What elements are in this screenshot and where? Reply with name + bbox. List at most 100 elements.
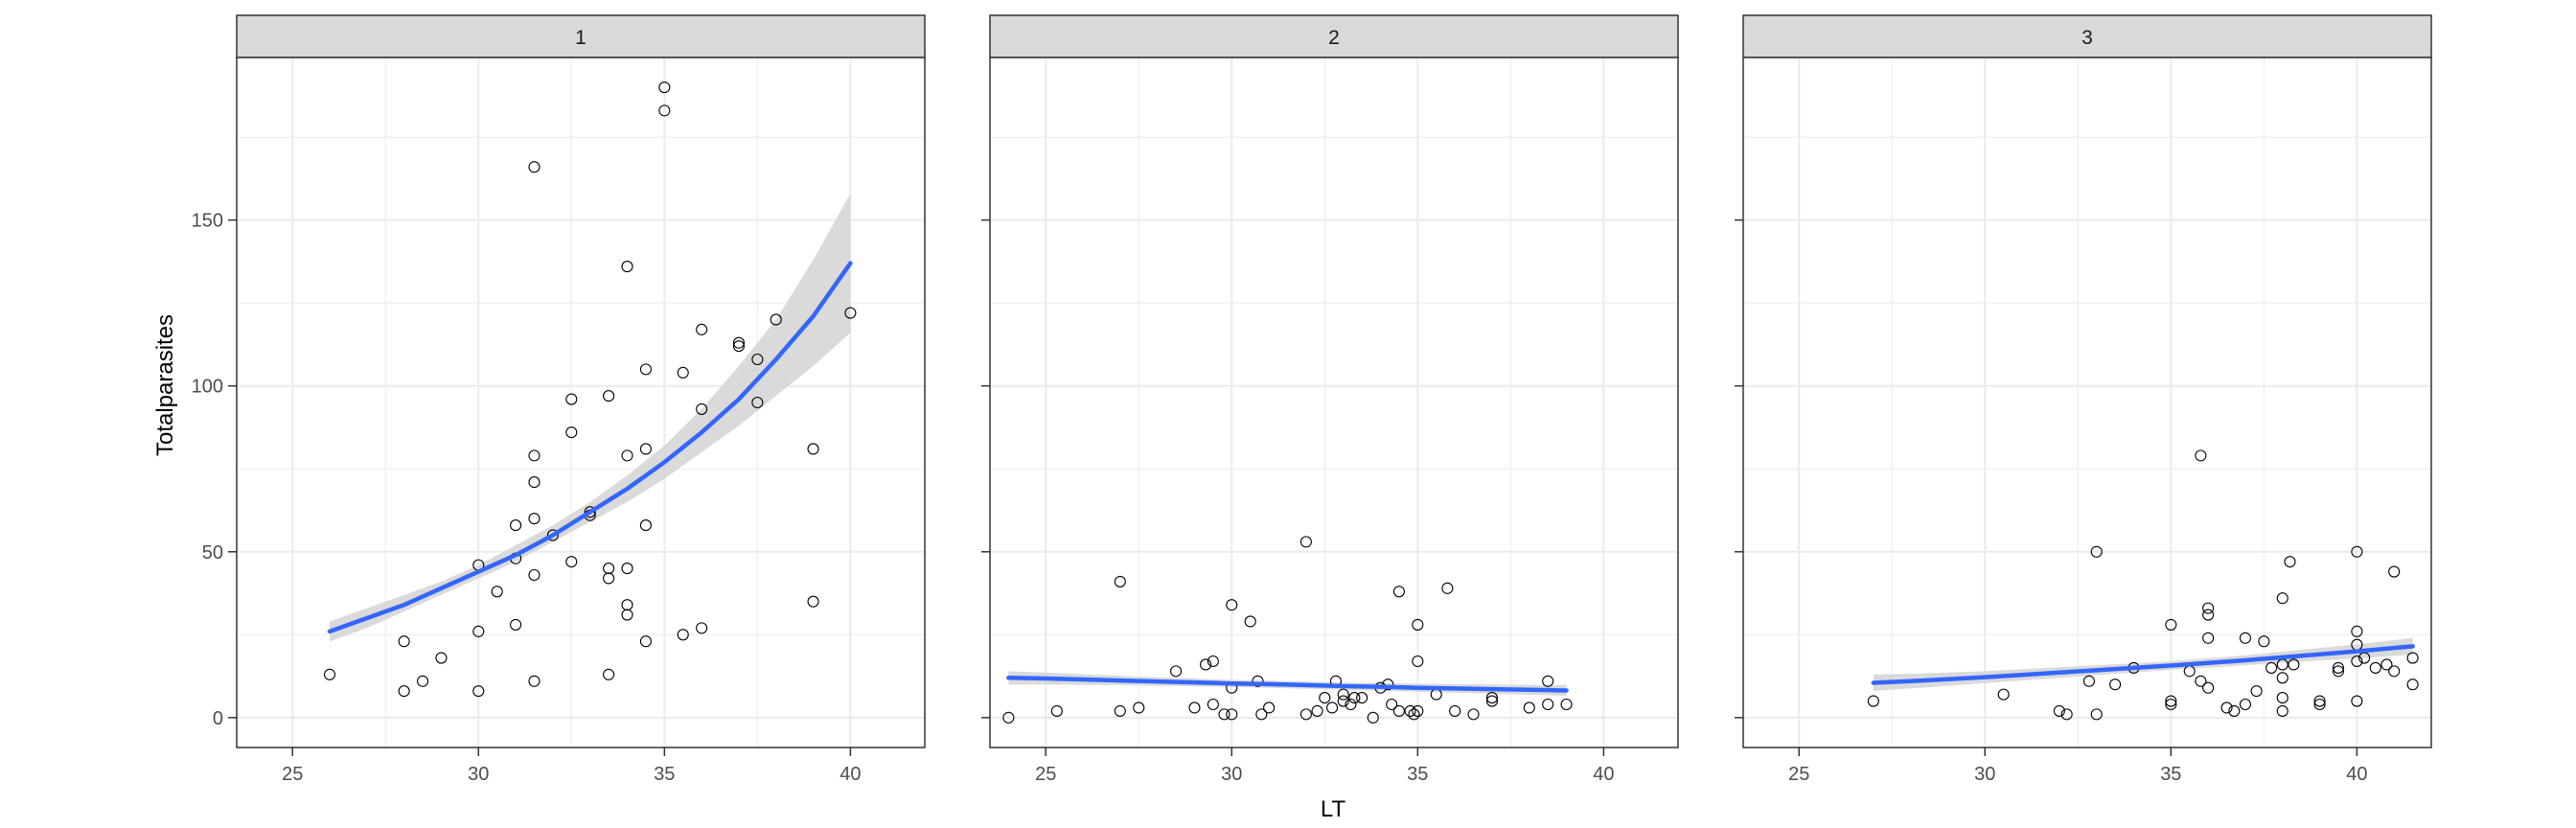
panel-border [989, 57, 1679, 748]
data-point [2284, 556, 2296, 568]
data-point [1467, 708, 1480, 721]
data-point [732, 340, 745, 353]
facet-strip [989, 14, 1679, 58]
data-point [546, 529, 559, 541]
y-tick-label: 150 [192, 211, 223, 232]
data-point [2239, 632, 2251, 644]
x-tick-label: 40 [2346, 764, 2367, 785]
data-point [1170, 665, 1183, 678]
data-point [2228, 704, 2241, 717]
data-point [1485, 692, 1498, 704]
data-point [2406, 678, 2419, 691]
data-point [751, 353, 764, 366]
data-point [807, 595, 819, 608]
data-point [2239, 698, 2251, 711]
data-point [639, 519, 652, 532]
data-point [2195, 675, 2207, 687]
data-point [1114, 575, 1126, 587]
data-point [1252, 675, 1264, 687]
data-point [2258, 635, 2270, 648]
x-axis-title: LT [1321, 796, 1346, 822]
facet-strip [1742, 14, 2432, 58]
data-point [2202, 632, 2215, 644]
facet-panel-1: 1 25 30 35 40 0 50 100 150 [192, 14, 926, 785]
x-tick-label: 35 [1407, 764, 1428, 785]
data-point [1441, 582, 1454, 594]
facet-strip-label: 2 [1328, 27, 1340, 49]
data-point [1050, 704, 1063, 717]
data-point [2202, 609, 2215, 621]
data-point [528, 449, 540, 462]
data-point [658, 104, 671, 117]
data-point [1542, 675, 1554, 687]
x-tick-label: 30 [1221, 764, 1242, 785]
data-point [2165, 698, 2177, 711]
data-point [2313, 695, 2326, 707]
data-point [2090, 708, 2103, 721]
data-point [621, 599, 633, 611]
data-point [1244, 615, 1256, 628]
data-point [1367, 711, 1379, 724]
y-tick-label: 100 [192, 377, 223, 398]
data-point [1867, 695, 1879, 707]
confidence-ribbon [330, 193, 851, 642]
data-point [677, 629, 689, 641]
data-point [528, 476, 540, 489]
data-point [658, 81, 671, 94]
x-tick-label: 40 [840, 764, 861, 785]
data-point [639, 443, 652, 455]
data-point [2060, 708, 2073, 721]
data-point [751, 396, 764, 409]
data-point [2266, 661, 2278, 674]
data-point [1523, 702, 1535, 714]
data-point [2276, 692, 2288, 704]
data-point [528, 675, 540, 687]
facet-strip-label: 3 [2082, 27, 2093, 49]
data-point [603, 668, 615, 680]
data-point [491, 586, 503, 598]
data-point [621, 609, 633, 621]
data-point [1326, 702, 1339, 714]
x-tick-label: 30 [1974, 764, 1995, 785]
data-point [1560, 698, 1573, 711]
plot-background [237, 58, 925, 748]
y-tick-label: 50 [202, 542, 223, 564]
data-point [2053, 704, 2065, 717]
data-point [2351, 695, 2363, 707]
data-point [1207, 655, 1219, 668]
data-point [1412, 655, 1424, 668]
x-tick-label: 25 [282, 764, 303, 785]
plot-background [1743, 58, 2431, 748]
data-point [2165, 618, 2177, 631]
data-point [603, 572, 615, 585]
data-point [1386, 698, 1398, 711]
data-point [1449, 704, 1461, 717]
facet-panel-3: 3 25 30 35 40 [1735, 14, 2432, 785]
data-point [1382, 678, 1394, 691]
data-point [584, 506, 596, 518]
data-point [565, 556, 578, 568]
data-point [603, 390, 615, 402]
data-point [2351, 655, 2363, 668]
data-point [2351, 545, 2363, 558]
data-point [435, 652, 448, 664]
data-point [696, 622, 708, 634]
data-point [1392, 586, 1405, 598]
data-point [2351, 625, 2363, 637]
data-point [2276, 704, 2288, 717]
x-tick-label: 35 [654, 764, 675, 785]
data-point [1345, 698, 1357, 711]
data-point [1997, 688, 2010, 701]
data-point [1356, 692, 1368, 704]
facet-strip [236, 14, 926, 58]
data-point [472, 685, 485, 698]
data-point [1207, 698, 1219, 711]
data-point [844, 307, 857, 319]
facet-panel-2: 2 25 30 35 40 [981, 14, 1679, 785]
x-tick-label: 35 [2160, 764, 2181, 785]
data-point [1226, 708, 1238, 721]
data-point [528, 568, 540, 582]
data-point [323, 668, 336, 680]
data-point [398, 685, 410, 698]
